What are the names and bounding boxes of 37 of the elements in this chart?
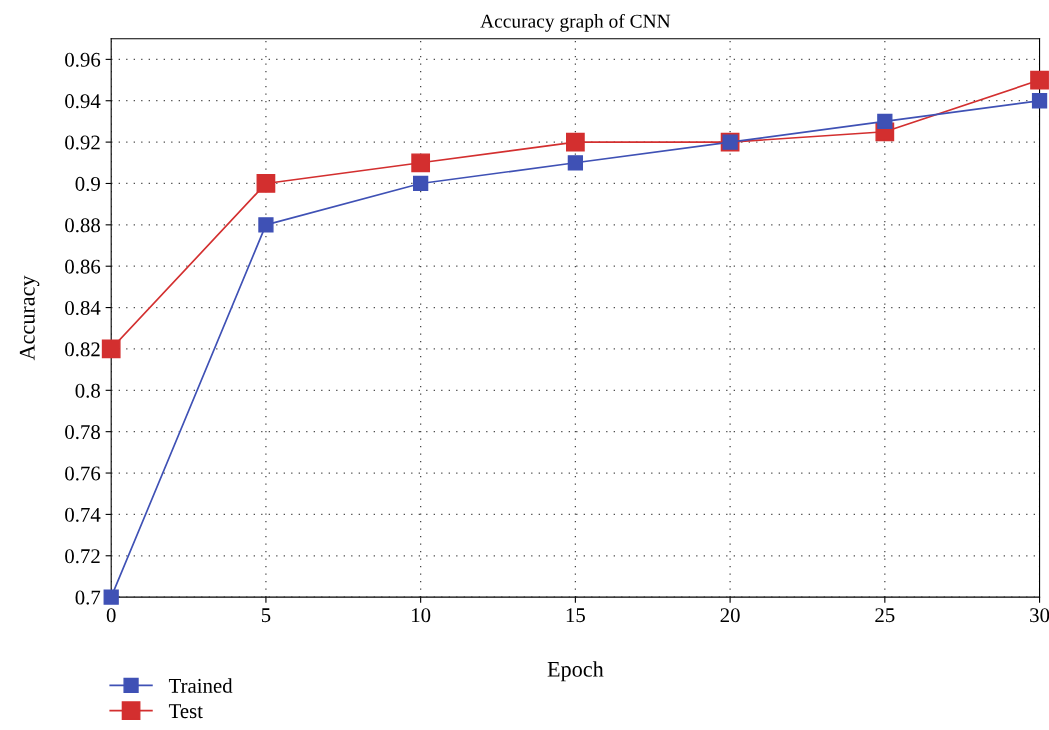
point — [1030, 70, 1049, 90]
y-tick-label: 0.7 — [75, 590, 101, 605]
x-axis-title: Epoch — [547, 661, 604, 682]
x-tick-label: 30 — [1030, 608, 1049, 623]
y-tick-label: 0.86 — [65, 259, 101, 274]
point — [1031, 93, 1048, 109]
y-tick-label: 0.78 — [65, 425, 100, 440]
legend-label: Test — [168, 704, 203, 719]
point — [258, 217, 274, 233]
point — [101, 339, 121, 359]
y-tick-label: 0.8 — [75, 383, 100, 398]
chart-title: Accuracy graph of CNN — [480, 13, 671, 32]
point — [567, 155, 584, 171]
x-tick-label: 10 — [412, 608, 431, 623]
legend-label: Trained — [168, 678, 233, 693]
x-tick-label: 5 — [261, 608, 271, 623]
x-tick-label: 15 — [566, 608, 585, 623]
y-tick-label: 0.9 — [75, 176, 100, 191]
x-tick-label: 20 — [720, 608, 740, 623]
point — [256, 174, 276, 193]
y-axis-title: Accuracy — [19, 275, 40, 361]
y-tick-label: 0.96 — [65, 52, 101, 67]
x-tick-label: 25 — [875, 608, 895, 623]
y-tick-label: 0.92 — [65, 135, 100, 150]
y-tick-label: 0.76 — [65, 466, 101, 481]
y-tick-label: 0.94 — [65, 94, 101, 109]
y-tick-label: 0.82 — [65, 342, 100, 357]
y-tick-label: 0.88 — [65, 218, 100, 233]
point — [566, 132, 585, 152]
point — [877, 113, 893, 130]
y-tick-label: 0.74 — [65, 507, 101, 522]
point — [103, 589, 119, 605]
point — [411, 153, 431, 173]
y-tick-label: 0.84 — [65, 300, 101, 316]
point — [413, 175, 429, 192]
x-tick-label: 0 — [106, 608, 116, 623]
y-tick-label: 0.72 — [65, 549, 100, 564]
